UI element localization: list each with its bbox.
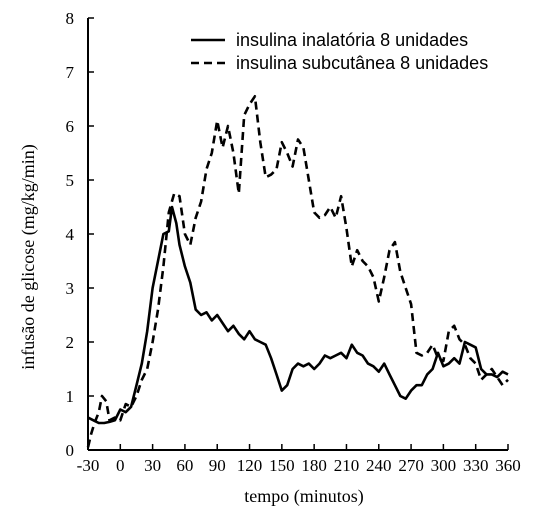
x-tick-label: 120 [237,456,263,475]
series-line-inhaled [87,205,509,425]
x-tick-label: 30 [144,456,161,475]
x-tick-label: 330 [463,456,489,475]
x-tick-label: 90 [209,456,226,475]
y-tick-label: 5 [66,171,75,190]
series-layer [86,95,509,448]
y-tick-label: 7 [66,63,75,82]
legend-label: insulina subcutânea 8 unidades [236,53,488,73]
x-axis-title: tempo (minutos) [244,486,364,507]
y-tick-label: 6 [66,117,75,136]
y-tick-label: 8 [66,9,75,28]
y-tick-label: 0 [66,441,75,460]
y-axis-title: infusão de glicose (mg/kg/min) [18,144,39,369]
x-tick-label: 150 [269,456,295,475]
x-tick-label: 360 [495,456,521,475]
x-tick-label: 60 [176,456,193,475]
y-tick-label: 2 [66,333,75,352]
series-line-subcutaneous [86,95,509,448]
x-tick-label: 0 [116,456,125,475]
x-tick-label: -30 [77,456,100,475]
x-tick-label: 300 [431,456,457,475]
x-tick-label: 180 [301,456,327,475]
x-tick-label: 210 [334,456,360,475]
x-tick-label: 240 [366,456,392,475]
y-tick-label: 3 [66,279,75,298]
y-tick-label: 1 [66,387,75,406]
x-tick-label: 270 [398,456,424,475]
y-tick-label: 4 [66,225,75,244]
legend: insulina inalatória 8 unidades insulina s… [191,30,488,73]
legend-label: insulina inalatória 8 unidades [236,30,468,50]
